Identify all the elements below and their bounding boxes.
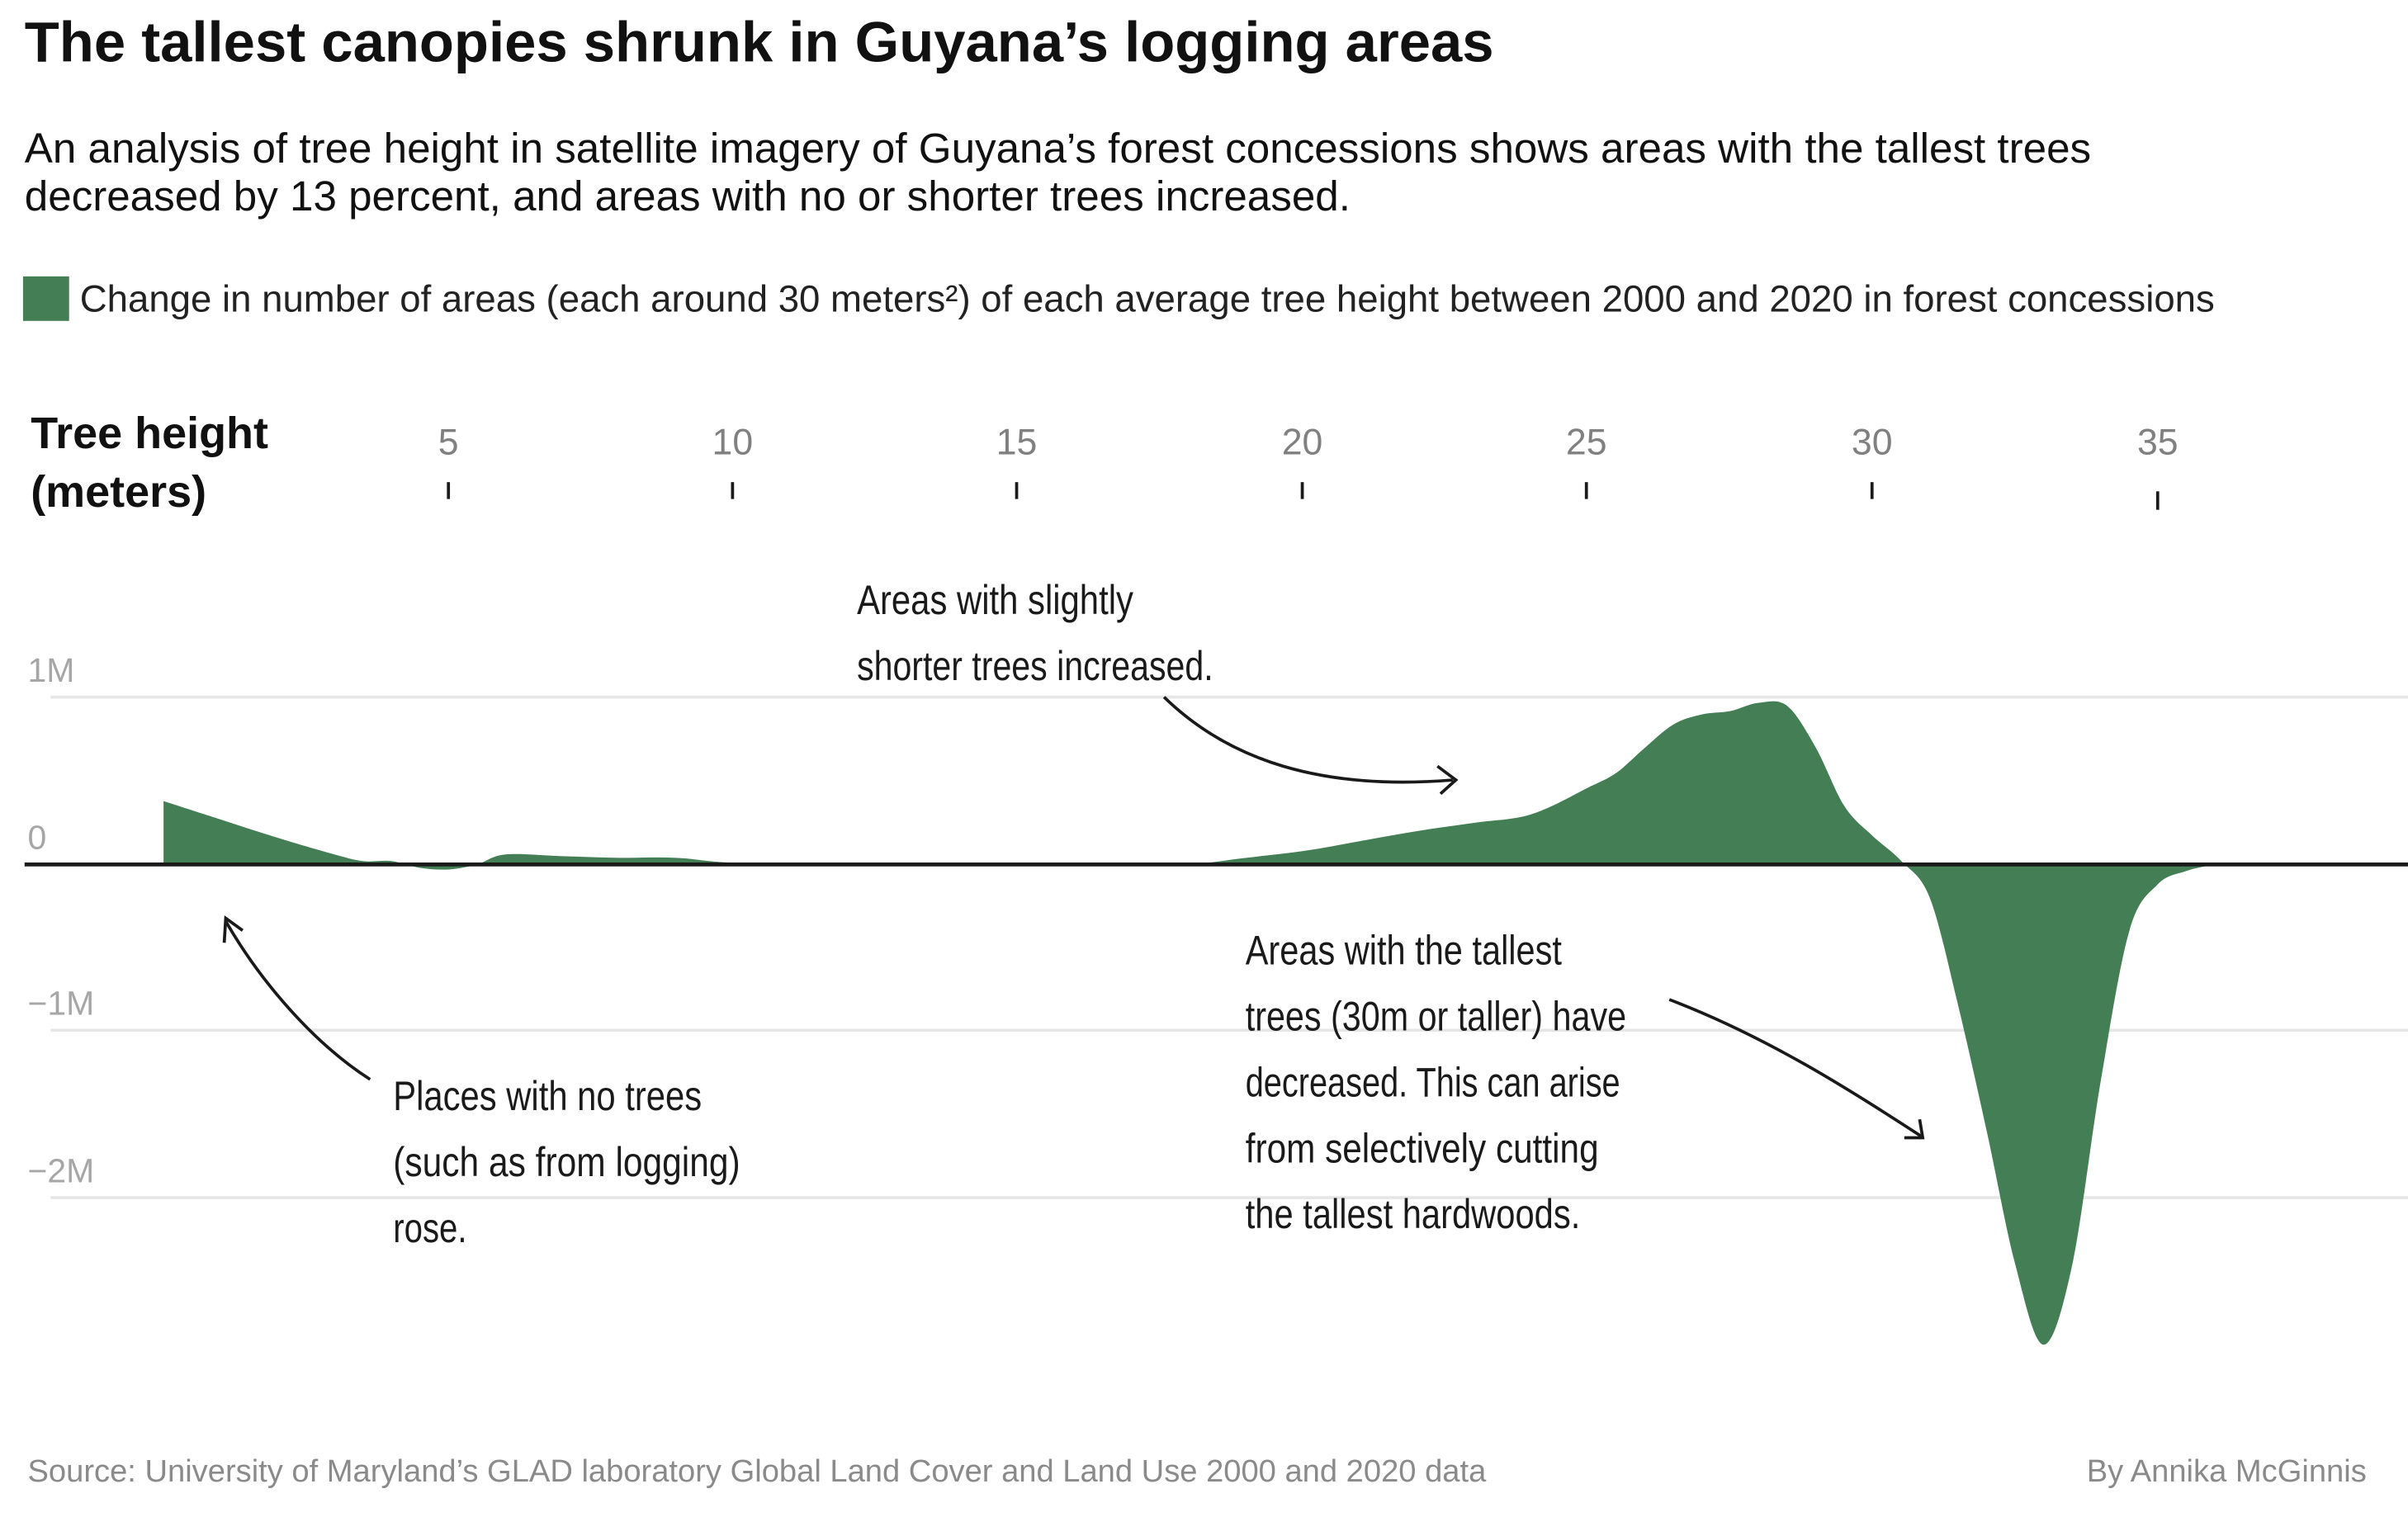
arrow-curve	[224, 920, 371, 1081]
annotation-tallest-trees-line-5: the tallest hardwoods.	[1246, 1191, 1581, 1237]
x-tick-label: 20	[1282, 423, 1323, 463]
x-tick-label: 10	[712, 423, 754, 463]
annotation-shorter-trees-line-2: shorter trees increased.	[857, 643, 1213, 689]
y-tick-label: 0	[27, 819, 46, 857]
x-tick-label: 25	[1566, 423, 1607, 463]
x-tick-label: 35	[2137, 423, 2179, 463]
annotation-no-trees-line-3: rose.	[393, 1205, 466, 1251]
annotation-arrow-no-trees	[222, 914, 371, 1081]
byline: By Annika McGinnis	[2087, 1453, 2367, 1489]
x-tick-label: 30	[1852, 423, 1893, 463]
annotation-tallest-trees-line-3: decreased. This can arise	[1246, 1059, 1620, 1105]
annotation-tallest-trees-line-2: trees (30m or taller) have	[1246, 993, 1626, 1039]
x-axis-ticks: 5 10 15 20 25 30 35	[438, 423, 2179, 510]
annotation-arrow-shorter-trees	[1162, 696, 1459, 796]
x-tick-label: 15	[996, 423, 1038, 463]
annotation-shorter-trees-line-1: Areas with slightly	[857, 577, 1134, 623]
x-axis-title-line-2: (meters)	[31, 467, 206, 517]
x-axis-title-line-1: Tree height	[31, 409, 268, 458]
chart-subtitle-line-1: An analysis of tree height in satellite …	[25, 125, 2091, 172]
arrowhead-icon	[1904, 1118, 1925, 1140]
source-note: Source: University of Maryland’s GLAD la…	[27, 1453, 1487, 1489]
annotation-tallest-trees-line-1: Areas with the tallest	[1246, 927, 1562, 973]
arrow-curve	[1668, 998, 1923, 1138]
y-tick-label: 1M	[27, 651, 74, 689]
chart-subtitle-line-2: decreased by 13 percent, and areas with …	[25, 172, 1351, 220]
annotation-no-trees-line-1: Places with no trees	[393, 1073, 702, 1119]
x-tick-label: 5	[438, 423, 459, 463]
chart-title: The tallest canopies shrunk in Guyana’s …	[25, 10, 1494, 73]
y-tick-label: −2M	[27, 1151, 94, 1189]
arrowhead-icon	[1436, 764, 1459, 796]
annotation-arrow-tallest-trees	[1668, 998, 1925, 1140]
annotation-tallest-trees-line-4: from selectively cutting	[1246, 1125, 1599, 1171]
change-area-series	[163, 701, 2215, 1345]
arrow-curve	[1162, 696, 1454, 784]
legend-swatch	[22, 276, 69, 321]
annotation-no-trees-line-2: (such as from logging)	[393, 1139, 740, 1185]
arrowhead-icon	[222, 914, 244, 943]
y-tick-label: −1M	[27, 985, 94, 1023]
legend-label: Change in number of areas (each around 3…	[80, 278, 2215, 320]
